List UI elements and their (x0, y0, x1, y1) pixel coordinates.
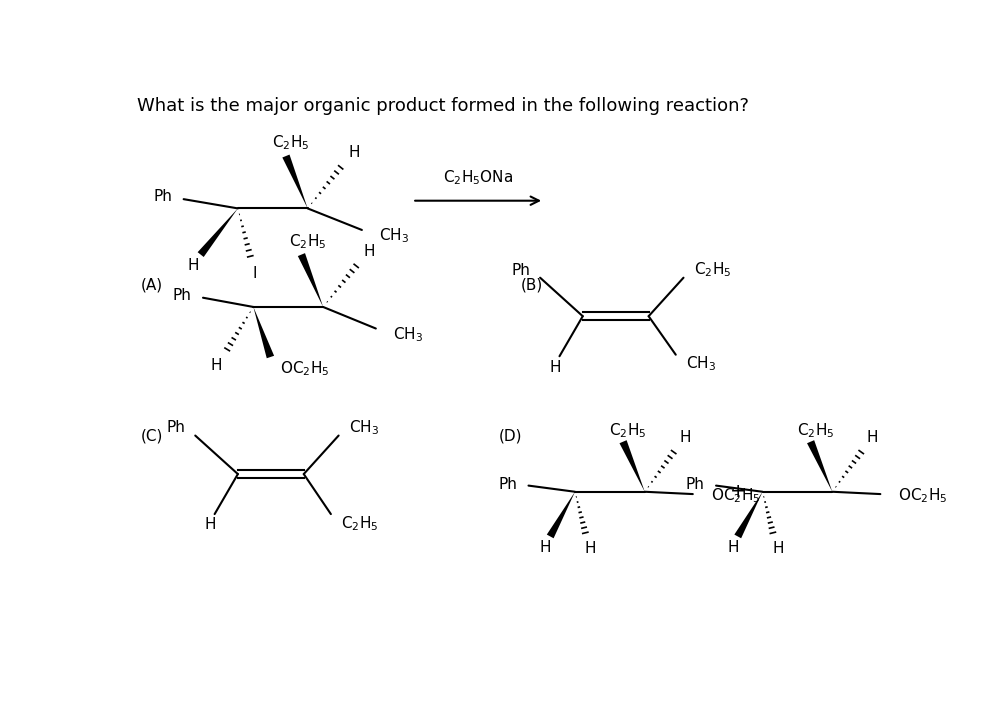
Text: C$_2$H$_5$: C$_2$H$_5$ (609, 421, 646, 439)
Polygon shape (253, 307, 274, 359)
Text: C$_2$H$_5$: C$_2$H$_5$ (289, 232, 326, 251)
Text: Ph: Ph (153, 190, 172, 204)
Text: Ph: Ph (166, 420, 185, 435)
Text: C$_2$H$_5$ONa: C$_2$H$_5$ONa (442, 168, 513, 187)
Text: H: H (679, 430, 690, 445)
Text: H: H (211, 358, 222, 373)
Text: OC$_2$H$_5$: OC$_2$H$_5$ (710, 486, 759, 505)
Text: H: H (550, 359, 561, 374)
Text: Ph: Ph (497, 476, 517, 491)
Text: Ph: Ph (173, 288, 192, 303)
Text: Ph: Ph (511, 263, 530, 278)
Text: CH$_3$: CH$_3$ (378, 226, 408, 246)
Text: H: H (771, 541, 783, 556)
Text: (D): (D) (498, 428, 522, 443)
Text: (A): (A) (140, 278, 162, 293)
Text: H: H (205, 517, 217, 532)
Text: +: + (729, 482, 745, 501)
Polygon shape (298, 253, 323, 307)
Polygon shape (733, 492, 762, 538)
Text: H: H (540, 540, 551, 555)
Text: H: H (866, 430, 878, 445)
Text: OC$_2$H$_5$: OC$_2$H$_5$ (280, 359, 330, 378)
Text: C$_2$H$_5$: C$_2$H$_5$ (341, 515, 378, 533)
Text: CH$_3$: CH$_3$ (348, 418, 378, 437)
Text: H: H (726, 540, 738, 555)
Text: CH$_3$: CH$_3$ (392, 325, 422, 344)
Text: Ph: Ph (685, 476, 704, 491)
Text: C$_2$H$_5$: C$_2$H$_5$ (693, 261, 730, 279)
Text: H: H (187, 258, 199, 273)
Text: I: I (253, 266, 257, 280)
Text: CH$_3$: CH$_3$ (685, 354, 715, 373)
Text: H: H (363, 244, 375, 259)
Text: OC$_2$H$_5$: OC$_2$H$_5$ (898, 486, 947, 505)
Text: (B): (B) (521, 278, 543, 293)
Polygon shape (198, 209, 238, 257)
Polygon shape (619, 440, 644, 492)
Text: C$_2$H$_5$: C$_2$H$_5$ (272, 133, 309, 153)
Polygon shape (547, 492, 575, 538)
Text: H: H (584, 541, 596, 556)
Text: H: H (348, 146, 359, 160)
Polygon shape (282, 155, 307, 209)
Text: C$_2$H$_5$: C$_2$H$_5$ (795, 421, 833, 439)
Text: What is the major organic product formed in the following reaction?: What is the major organic product formed… (137, 97, 748, 115)
Polygon shape (806, 440, 831, 492)
Text: (C): (C) (140, 428, 163, 443)
